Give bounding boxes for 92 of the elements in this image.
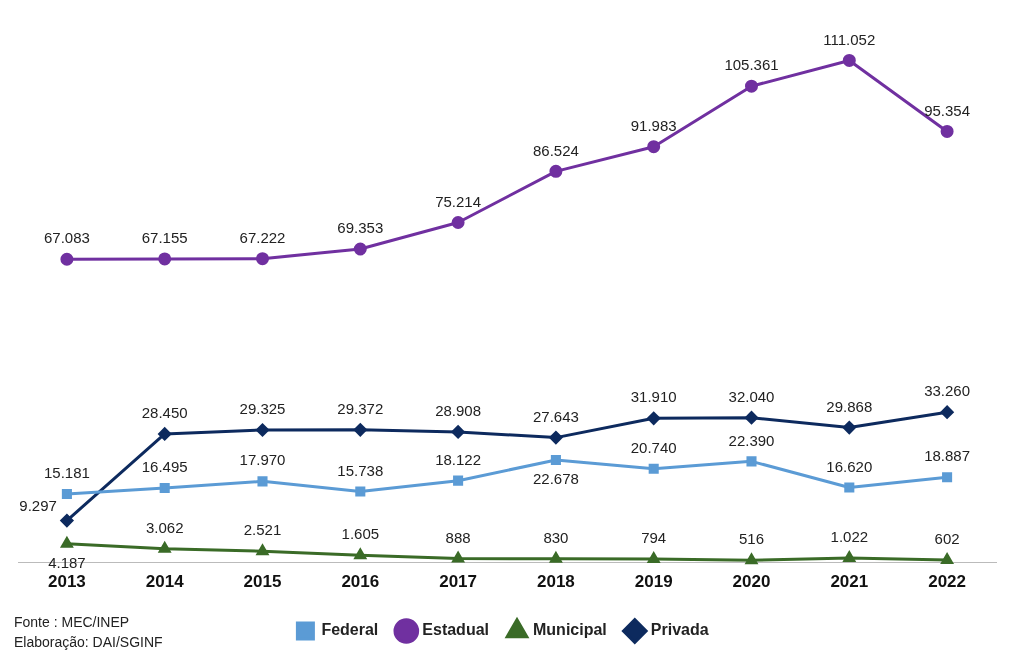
- x-tick-label: 2020: [732, 572, 771, 592]
- x-tick-label: 2022: [928, 572, 967, 592]
- x-tick-label: 2016: [341, 572, 380, 592]
- data-label: 33.260: [924, 382, 971, 400]
- legend-label: Privada: [650, 621, 709, 639]
- point: [940, 405, 954, 419]
- data-label: 1.605: [341, 525, 380, 543]
- point: [940, 124, 954, 138]
- point: [158, 252, 172, 266]
- data-label: 28.450: [141, 404, 188, 422]
- data-label: 16.620: [826, 457, 873, 475]
- data-label: 16.495: [141, 458, 188, 476]
- source-note: Fonte : MEC/INEP: [14, 613, 131, 632]
- point: [354, 548, 367, 560]
- point: [941, 553, 953, 564]
- point: [256, 423, 269, 437]
- data-label: 22.678: [532, 470, 579, 488]
- point: [745, 553, 758, 565]
- point: [647, 552, 660, 564]
- point: [353, 242, 367, 256]
- point: [843, 551, 856, 562]
- data-label: 111.052: [823, 30, 876, 48]
- point: [842, 53, 856, 67]
- point: [61, 488, 72, 499]
- data-label: 29.372: [337, 399, 384, 417]
- point: [257, 476, 268, 487]
- data-label: 17.970: [239, 451, 286, 469]
- data-label: 15.738: [337, 461, 384, 479]
- point: [158, 427, 172, 441]
- point: [842, 421, 856, 435]
- data-label: 18.122: [435, 450, 482, 468]
- legend-label: Municipal: [533, 621, 607, 639]
- data-label: 105.361: [724, 56, 779, 74]
- data-label: 27.643: [532, 407, 579, 425]
- point: [550, 455, 561, 466]
- data-label: 67.222: [239, 228, 286, 246]
- x-tick-label: 2015: [243, 572, 282, 592]
- data-label: 22.390: [728, 431, 775, 449]
- point: [256, 544, 269, 556]
- data-label: 75.214: [435, 192, 482, 210]
- data-label: 31.910: [630, 388, 677, 406]
- point: [549, 431, 563, 445]
- data-label: 18.887: [924, 447, 971, 465]
- x-tick-label: 2018: [536, 572, 575, 592]
- point: [353, 423, 367, 437]
- data-label: 67.155: [141, 229, 188, 247]
- data-label: 602: [934, 530, 960, 548]
- point: [844, 482, 855, 493]
- point: [647, 411, 661, 425]
- data-label: 29.868: [826, 397, 873, 415]
- point: [745, 79, 758, 93]
- point: [942, 472, 953, 483]
- legend-label: Estadual: [422, 621, 489, 639]
- data-label: 2.521: [243, 521, 282, 539]
- point: [256, 252, 269, 266]
- data-label: 69.353: [337, 219, 384, 237]
- point: [648, 463, 659, 474]
- point: [746, 456, 757, 467]
- data-label: 20.740: [630, 438, 677, 456]
- data-label: 95.354: [924, 101, 971, 119]
- data-label: 9.297: [19, 496, 57, 514]
- data-label: 29.325: [239, 400, 286, 418]
- data-label: 67.083: [43, 229, 90, 247]
- x-tick-label: 2019: [634, 572, 673, 592]
- point: [647, 140, 661, 154]
- data-label: 91.983: [630, 116, 677, 134]
- data-label: 516: [738, 530, 765, 548]
- data-label: 1.022: [830, 528, 869, 546]
- point: [451, 216, 465, 230]
- data-label: 4.187: [48, 553, 86, 571]
- x-tick-label: 2021: [830, 572, 869, 592]
- point: [451, 425, 465, 439]
- data-label: 794: [641, 529, 667, 547]
- data-label: 28.908: [435, 402, 482, 420]
- data-label: 3.062: [145, 518, 184, 536]
- point: [453, 475, 464, 486]
- data-label: 888: [445, 528, 471, 546]
- point: [159, 482, 170, 494]
- point: [745, 411, 758, 425]
- x-tick-label: 2017: [439, 572, 478, 592]
- point: [60, 514, 74, 528]
- text: Elaboração: DAI/SGINF: [14, 633, 163, 652]
- data-label: 86.524: [532, 141, 579, 159]
- data-label: 830: [543, 528, 569, 546]
- data-label: 15.181: [43, 464, 90, 482]
- x-tick-label: 2014: [145, 572, 185, 592]
- data-label: 32.040: [728, 387, 775, 405]
- point: [60, 252, 74, 266]
- legend-label: Federal: [321, 621, 379, 639]
- point: [355, 486, 366, 497]
- point: [549, 164, 563, 178]
- x-tick-label: 2013: [47, 572, 86, 592]
